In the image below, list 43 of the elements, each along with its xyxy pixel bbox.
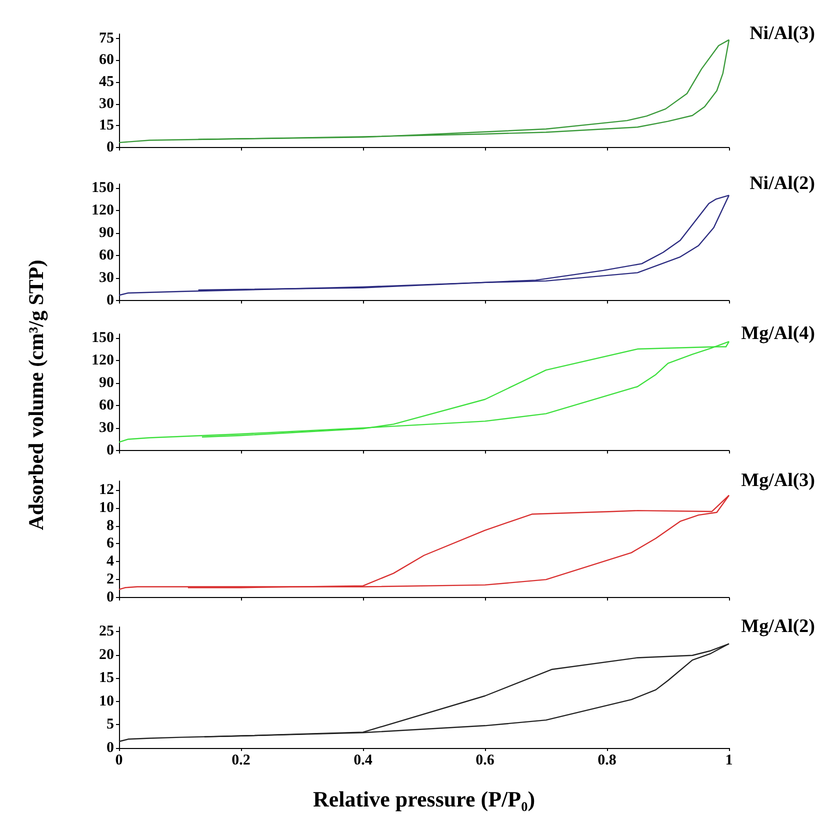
y-tick-label: 60 <box>99 52 114 68</box>
y-tick-label: 15 <box>99 670 114 686</box>
x-tick-label: 0.2 <box>232 752 250 768</box>
y-tick-label: 10 <box>99 500 114 516</box>
y-tick-label: 8 <box>106 518 114 534</box>
y-tick-label: 120 <box>92 202 114 218</box>
y-tick-label: 2 <box>106 572 114 588</box>
y-tick-label: 30 <box>99 96 114 112</box>
y-tick-label: 5 <box>106 716 114 733</box>
y-tick-label: 45 <box>99 74 114 90</box>
y-tick-label: 150 <box>92 180 114 196</box>
y-tick-label: 0 <box>106 590 114 606</box>
text: Ni/Al(3) <box>750 23 816 44</box>
y-tick-label: 10 <box>99 693 114 710</box>
y-tick-label: 0 <box>106 140 114 156</box>
y-tick-label: 4 <box>106 554 114 570</box>
y-tick-label: 15 <box>99 118 114 134</box>
text: Mg/Al(4) <box>741 323 816 344</box>
y-tick-label: 60 <box>99 397 114 414</box>
y-tick-label: 0 <box>106 442 114 458</box>
text: Ni/Al(2) <box>750 173 816 194</box>
y-tick-label: 60 <box>99 247 114 264</box>
y-tick-label: 150 <box>92 330 114 346</box>
x-axis-title: Relative pressure (P/P₀) <box>312 786 536 812</box>
y-tick-label: 30 <box>99 270 114 286</box>
y-tick-label: 0 <box>106 292 114 308</box>
y-tick-label: 6 <box>106 536 114 552</box>
y-axis-title: Adsorbed volume (cm³/g STP) <box>23 258 49 532</box>
y-tick-label: 90 <box>99 374 114 391</box>
y-tick-label: 12 <box>99 482 114 498</box>
y-tick-label: 0 <box>106 740 114 756</box>
x-tick-label: 0.8 <box>598 752 616 768</box>
y-tick-label: 25 <box>99 624 114 640</box>
y-tick-label: 90 <box>99 224 114 241</box>
text: Mg/Al(3) <box>741 470 816 491</box>
y-tick-label: 75 <box>99 30 114 46</box>
x-tick-label: 1 <box>725 752 733 768</box>
x-tick-label: 0.6 <box>476 752 495 768</box>
x-tick-label: 0.4 <box>354 752 373 768</box>
y-tick-label: 30 <box>99 420 114 436</box>
y-tick-label: 20 <box>99 646 114 663</box>
y-tick-label: 120 <box>92 352 114 368</box>
text: Mg/Al(2) <box>741 616 816 637</box>
